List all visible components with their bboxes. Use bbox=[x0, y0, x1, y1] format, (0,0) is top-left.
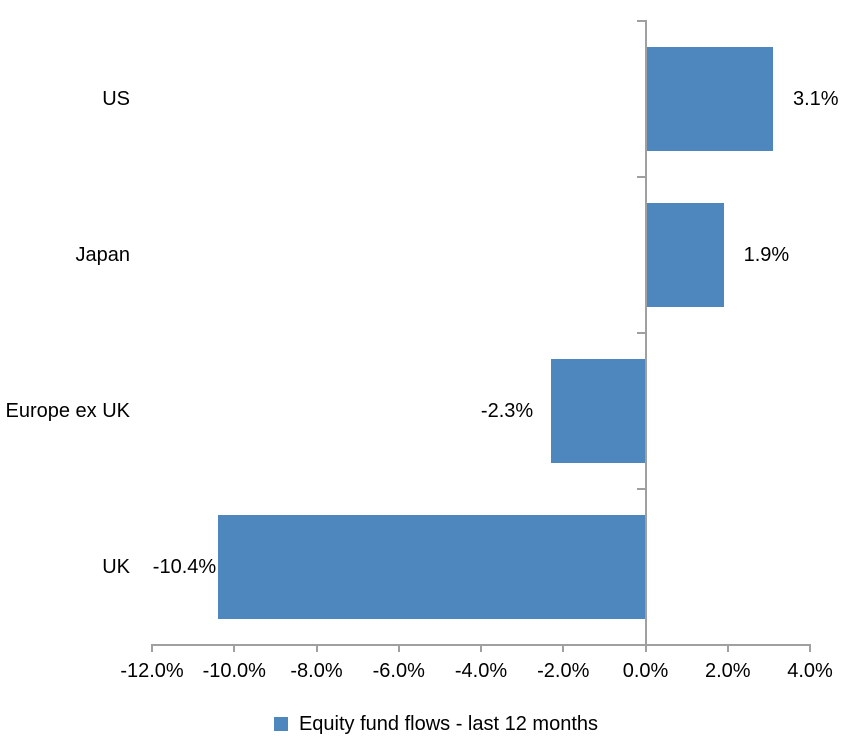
category-label: UK bbox=[102, 556, 130, 578]
x-axis-tick bbox=[233, 644, 236, 652]
y-axis-tick bbox=[636, 20, 645, 22]
legend-swatch-icon bbox=[273, 717, 288, 731]
x-axis-tick bbox=[315, 644, 318, 652]
x-axis-tick-label: 0.0% bbox=[622, 660, 669, 682]
x-axis-tick-label: -2.0% bbox=[537, 660, 590, 682]
legend: Equity fund flows - last 12 months bbox=[20, 711, 852, 737]
bar bbox=[645, 203, 724, 307]
legend-label: Equity fund flows - last 12 months bbox=[298, 713, 599, 735]
x-axis-tick bbox=[151, 644, 153, 652]
bar bbox=[645, 47, 773, 151]
x-axis-tick bbox=[809, 644, 811, 652]
value-label: -2.3% bbox=[480, 400, 534, 422]
y-axis-tick bbox=[636, 332, 645, 334]
value-label: 1.9% bbox=[743, 244, 790, 266]
x-axis-tick-label: -4.0% bbox=[454, 660, 508, 682]
value-label: 3.1% bbox=[792, 88, 839, 110]
x-axis-tick-label: -8.0% bbox=[290, 660, 343, 682]
y-axis-tick bbox=[636, 176, 645, 178]
y-axis-line bbox=[644, 20, 647, 645]
x-axis-tick bbox=[397, 644, 400, 652]
x-axis-tick bbox=[480, 644, 482, 652]
x-axis-tick-label: -6.0% bbox=[372, 660, 425, 682]
x-axis-tick bbox=[726, 644, 729, 652]
category-label: Japan bbox=[75, 244, 131, 266]
category-label: US bbox=[102, 88, 130, 110]
bar bbox=[217, 515, 646, 619]
bar bbox=[550, 359, 646, 463]
x-axis-tick-label: 4.0% bbox=[787, 660, 833, 682]
x-axis-tick-label: -12.0% bbox=[120, 660, 184, 682]
category-label: Europe ex UK bbox=[5, 400, 130, 422]
x-axis-tick bbox=[644, 644, 647, 652]
value-label: -10.4% bbox=[152, 556, 217, 578]
x-axis-tick-label: -10.0% bbox=[202, 660, 266, 682]
y-axis-tick bbox=[636, 488, 645, 490]
x-axis-tick-label: 2.0% bbox=[704, 660, 751, 682]
x-axis-tick bbox=[562, 644, 565, 652]
